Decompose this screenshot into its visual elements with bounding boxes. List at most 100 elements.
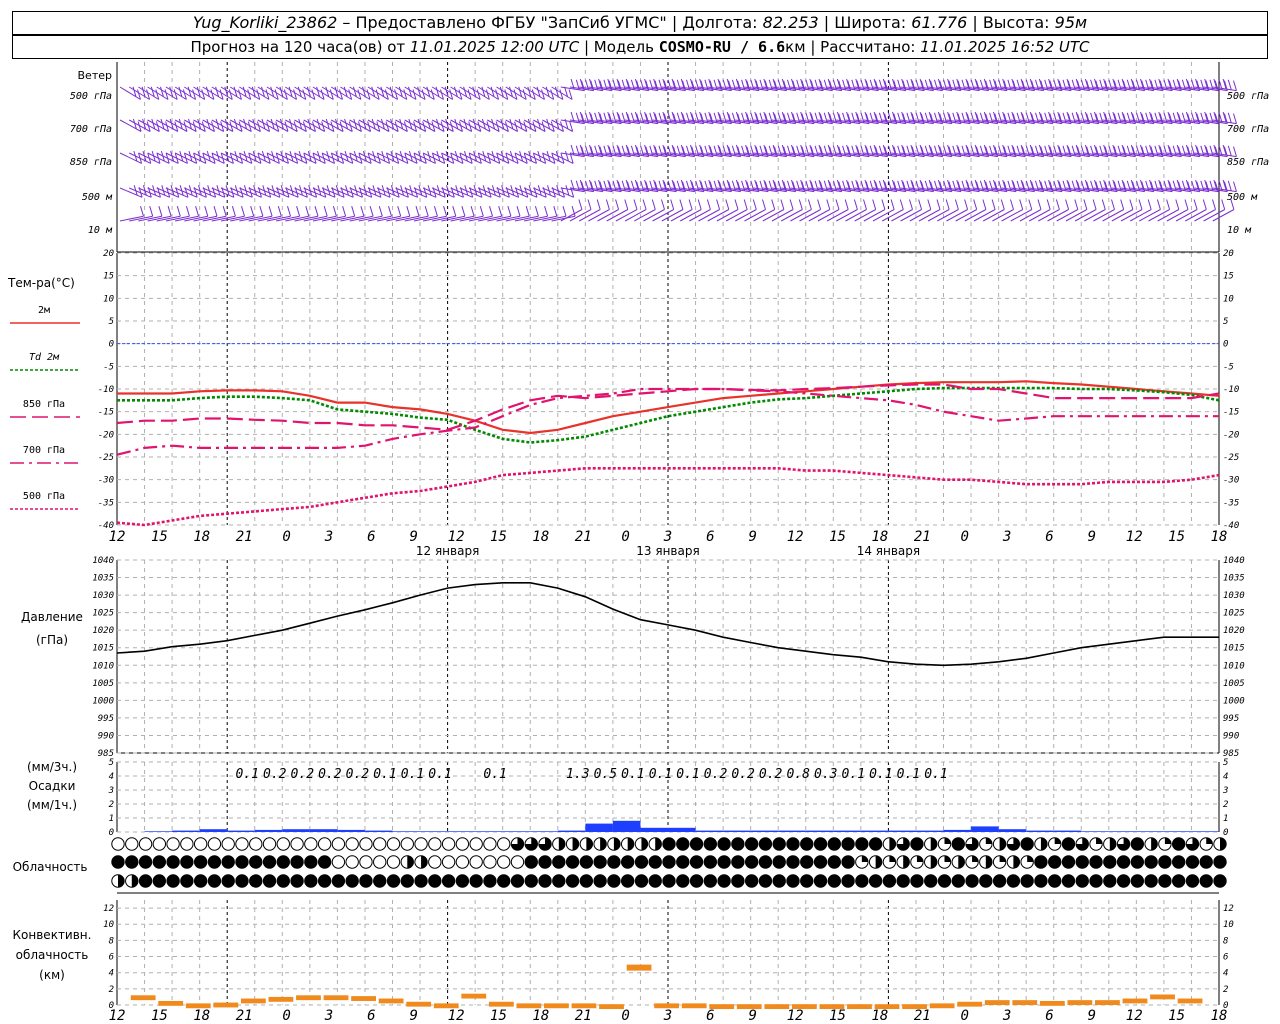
cloud-fill	[889, 855, 896, 862]
pres-ytick-right: 1010	[1223, 661, 1245, 671]
wind-barb	[1166, 78, 1192, 92]
wind-barb	[285, 206, 310, 222]
wind-barb	[1028, 199, 1051, 222]
cloud-symbol	[497, 855, 511, 869]
cloud-symbol	[1185, 874, 1200, 888]
wind-barb	[882, 179, 907, 193]
wind-barb	[780, 199, 803, 222]
wind-barb	[422, 206, 448, 222]
hour-label-top: 12	[1126, 529, 1143, 545]
wind-barb	[1010, 144, 1035, 158]
wind-barb	[551, 86, 573, 100]
wind-barb	[294, 86, 316, 100]
cloud-symbol	[717, 837, 731, 851]
wind-barb	[1001, 144, 1026, 158]
cloud-symbol	[455, 837, 470, 851]
wind-barb	[459, 86, 481, 100]
conv-ytick-left: 12	[103, 904, 114, 914]
hour-label-top: 3	[1002, 529, 1011, 545]
cloud-symbol	[1048, 874, 1062, 888]
precip-unit-3h: (мм/3ч.)	[27, 760, 77, 774]
cloud-symbol	[138, 837, 153, 851]
pres-ytick-right: 1020	[1223, 626, 1245, 636]
precip-3h-value: 0.1	[649, 767, 672, 782]
wind-barb	[909, 78, 934, 92]
wind-barb	[661, 199, 684, 222]
wind-barb	[1056, 144, 1081, 158]
wind-barb	[422, 118, 445, 132]
wind-barb	[808, 78, 833, 92]
cloud-symbol	[924, 874, 938, 888]
wind-barb	[964, 111, 990, 125]
wind-barb	[845, 179, 870, 193]
hour-label-top: 9	[409, 529, 417, 545]
wind-barb	[129, 206, 154, 222]
cloud-fill	[538, 837, 552, 851]
wind-barb	[1029, 179, 1054, 193]
wind-barb	[1175, 199, 1198, 222]
wind-barb	[661, 144, 686, 158]
wind-barb	[1139, 144, 1164, 158]
pressure-unit: (гПа)	[36, 633, 68, 647]
wind-barb	[973, 111, 999, 125]
cloud-symbol	[193, 874, 208, 888]
cloud-symbol	[331, 855, 346, 869]
temp-title: Тем-ра(°С)	[7, 276, 75, 290]
wind-barb	[597, 179, 622, 193]
wind-barb	[202, 118, 225, 132]
wind-barb	[505, 86, 527, 100]
hour-label-bottom: 18	[871, 1008, 888, 1024]
wind-barb	[762, 78, 788, 92]
cloud-symbol	[992, 874, 1007, 888]
wind-barb	[716, 78, 742, 92]
cloud-symbol	[868, 837, 883, 851]
wind-barb	[1075, 111, 1100, 125]
cloud-symbol	[276, 855, 290, 869]
wind-barb	[652, 78, 677, 92]
wind-barb	[1176, 179, 1201, 193]
cloud-symbol	[813, 874, 828, 888]
precip-bar	[530, 831, 558, 832]
precip-bar	[1053, 830, 1082, 832]
wind-barb	[1093, 199, 1115, 222]
wind-barb	[441, 86, 463, 100]
prec-ytick-left: 3	[108, 786, 114, 796]
wind-barb	[165, 206, 190, 222]
cloud-symbol	[841, 837, 855, 851]
wind-barb	[799, 199, 822, 222]
cloud-symbol	[579, 874, 594, 888]
provider-text: – Предоставлено ФГБУ "ЗапСиб УГМС"	[342, 13, 667, 32]
cloud-symbol	[689, 855, 704, 869]
wind-barb	[1157, 144, 1182, 158]
wind-barb	[395, 206, 420, 222]
wind-barb	[827, 144, 852, 158]
pres-ytick-right: 995	[1223, 714, 1239, 724]
wind-barb	[386, 118, 408, 132]
wind-barb	[790, 199, 812, 222]
cloud-symbol	[483, 855, 497, 869]
wind-barb	[477, 86, 500, 100]
cloud-symbol	[1199, 855, 1213, 869]
precip-3h-value: 0.2	[291, 767, 315, 782]
forecast-label: Прогноз на 120 часа(ов) от	[190, 38, 406, 56]
cloud-fill	[875, 855, 882, 869]
wind-barb	[1120, 144, 1146, 158]
wind-barb	[781, 179, 806, 193]
cloud-symbol	[1171, 874, 1186, 888]
cloud-symbol	[207, 837, 222, 851]
convective-bar	[902, 1004, 927, 1010]
cloud-symbol	[345, 874, 359, 888]
precip-3h-value: 0.1	[373, 767, 396, 782]
wind-barb	[1102, 78, 1127, 92]
wind-barb	[918, 199, 941, 222]
wind-barb	[340, 86, 362, 100]
convective-bar	[544, 1003, 569, 1009]
wind-barb	[147, 206, 172, 222]
cloud-symbol	[662, 874, 676, 888]
wind-barb	[1102, 144, 1127, 158]
wind-barb	[468, 118, 491, 132]
convective-bar	[571, 1003, 597, 1009]
pres-ytick-right: 1030	[1223, 591, 1245, 601]
latitude-label: Широта:	[834, 13, 907, 32]
legend-label-t700: 700 гПа	[23, 445, 65, 456]
